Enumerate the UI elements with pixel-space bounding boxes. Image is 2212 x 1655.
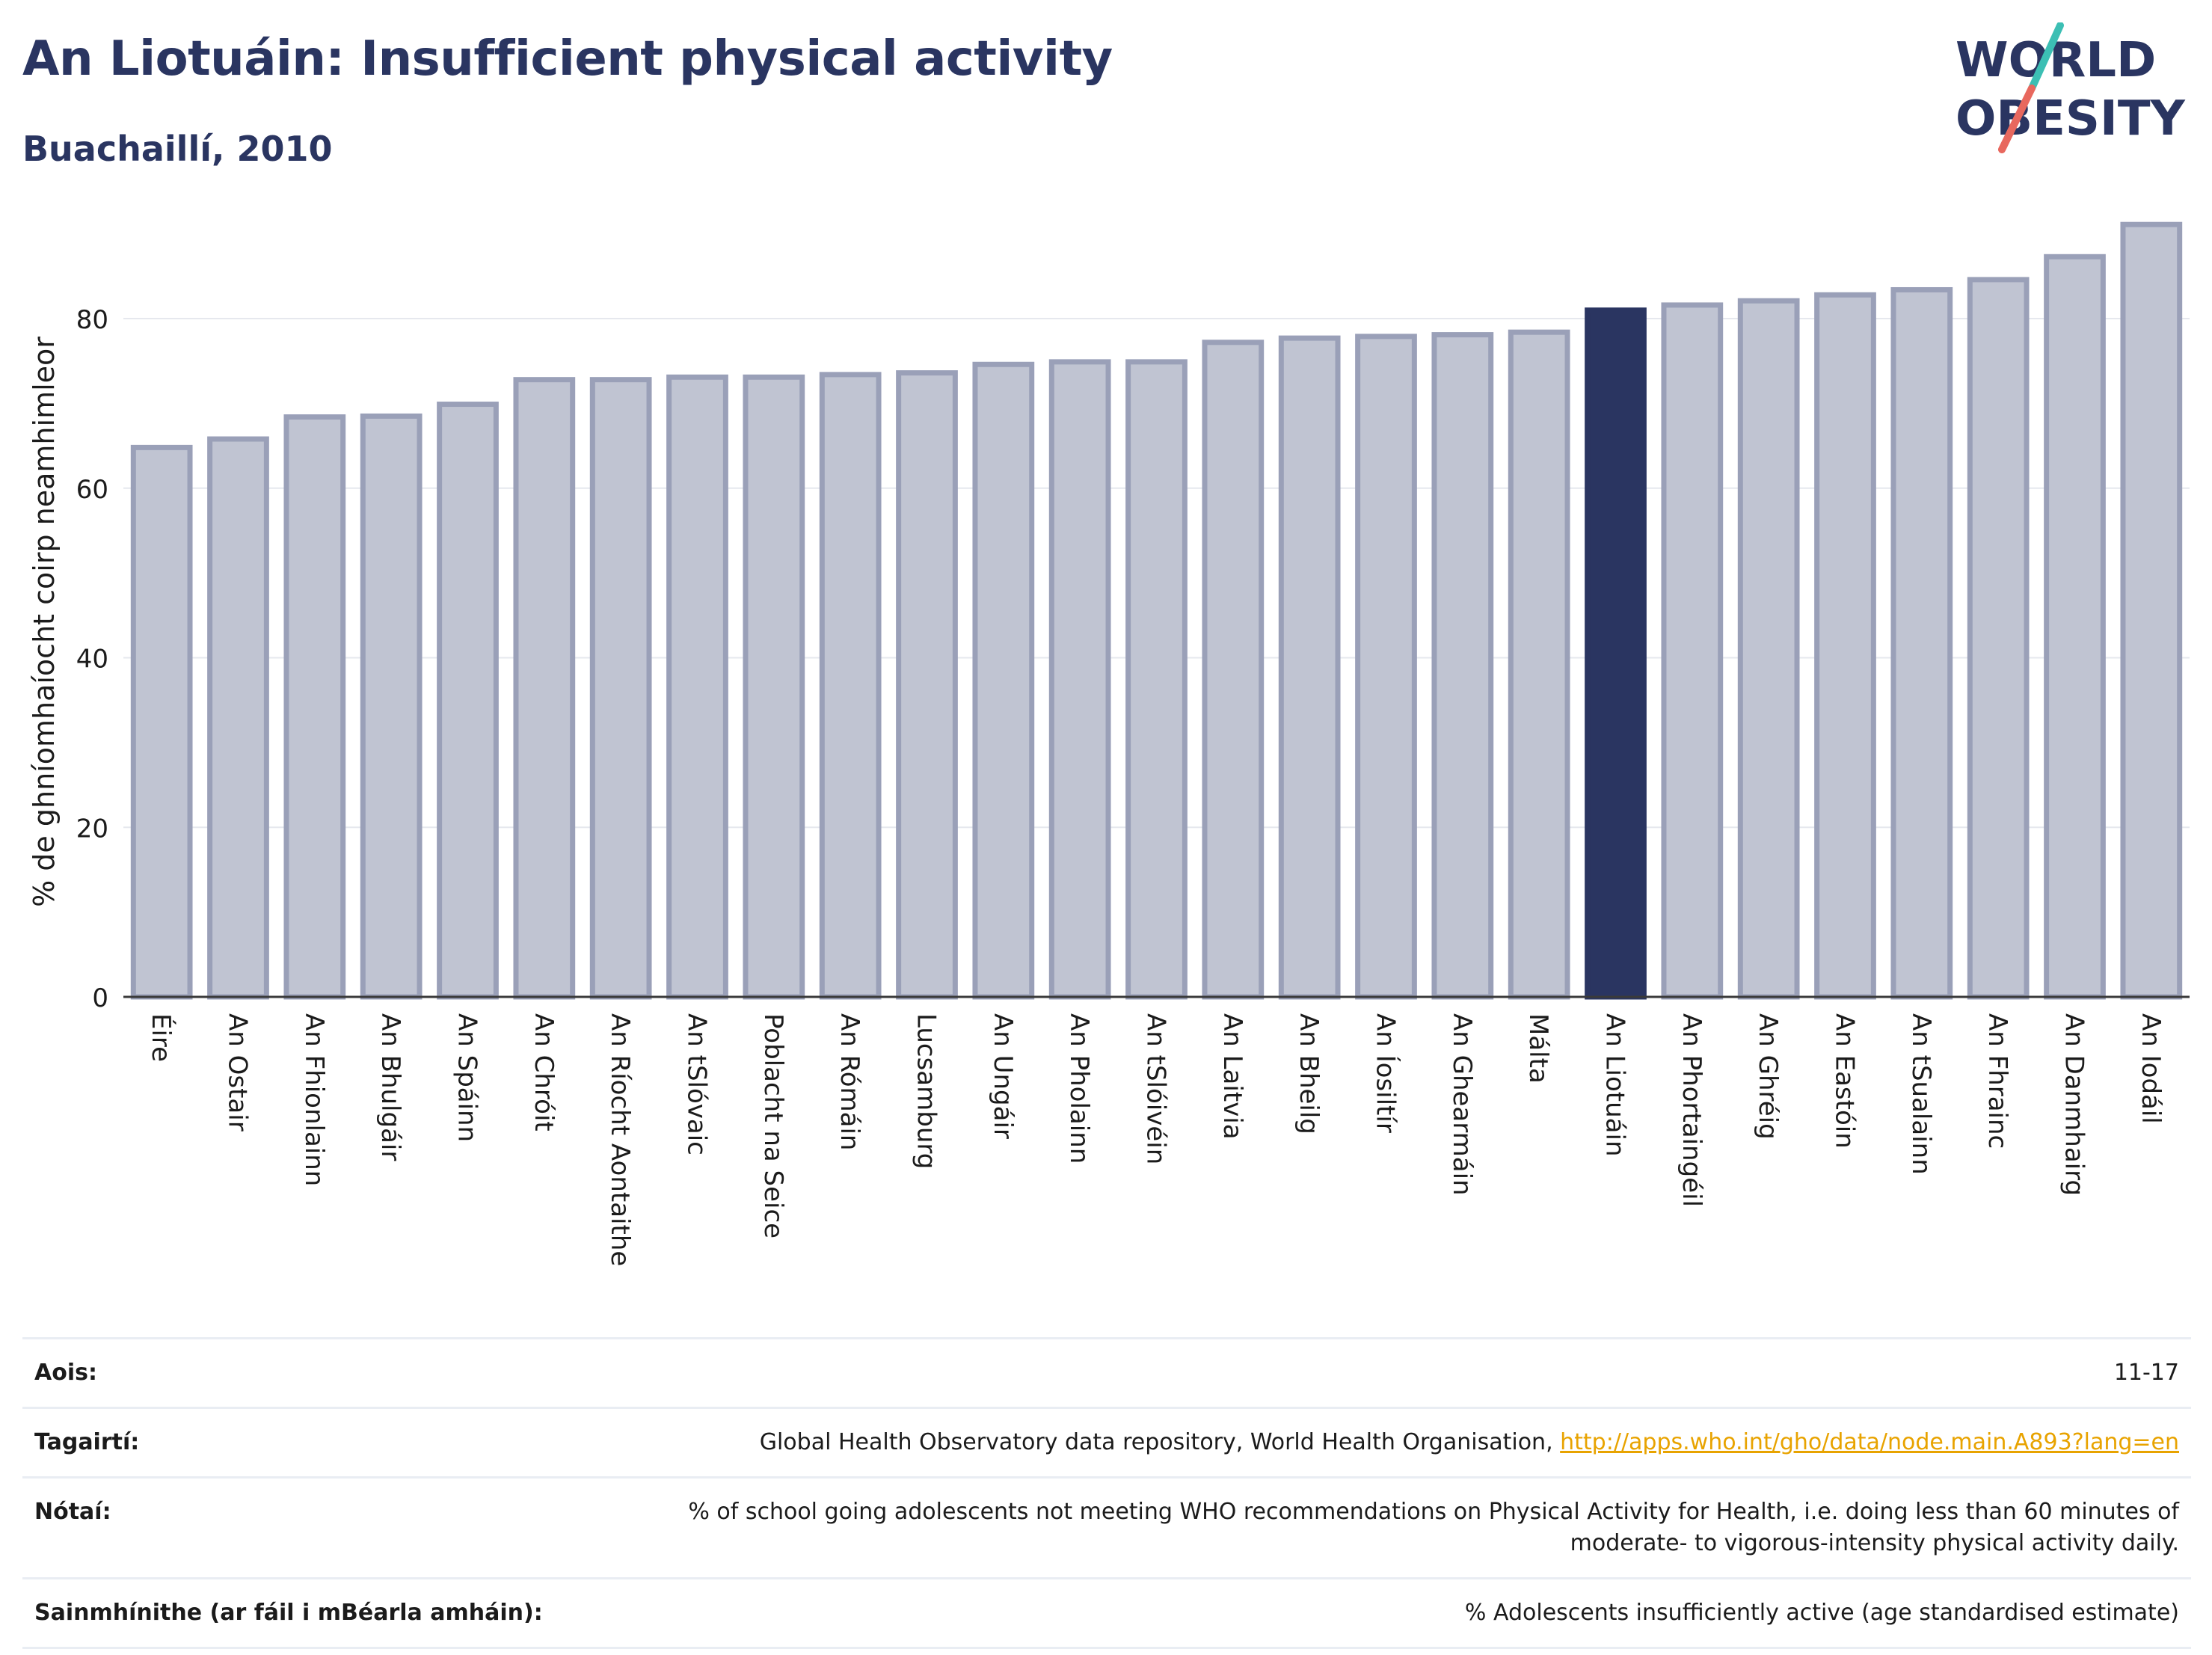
bar-3: [360, 413, 423, 1000]
x-tick-label: An Phortaingéil: [1677, 1013, 1706, 1207]
notes-label: Nótaí:: [34, 1499, 111, 1525]
references-text: Global Health Observatory data repositor…: [759, 1429, 1561, 1455]
logo-red-stroke: [1998, 85, 2036, 153]
y-tick-label: 60: [76, 475, 108, 505]
x-tick-label: An Chróit: [529, 1013, 559, 1132]
references-label: Tagairtí:: [34, 1429, 140, 1455]
bar-12: [1048, 359, 1111, 1000]
x-tick-label: An Iodáil: [2136, 1013, 2166, 1124]
bar-21: [1737, 298, 1800, 1000]
bar-chart: 0 20 40 60 80 Éire An Ostair An Fhionlainn An B…: [28, 221, 2190, 1266]
x-tick-label: An Eastóin: [1830, 1013, 1860, 1149]
x-tick-label: Lucsamburg: [912, 1013, 941, 1169]
x-tick-label: An Liotuáin: [1600, 1013, 1630, 1157]
x-tick-label: An Rómáin: [835, 1013, 864, 1150]
bar-5: [513, 377, 576, 1000]
info-row-definitions: Sainmhínithe (ar fáil i mBéarla amháin):…: [22, 1578, 2191, 1648]
definitions-value: % Adolescents insufficiently active (age…: [1464, 1600, 2179, 1626]
y-tick-label: 20: [76, 814, 108, 844]
bar-4: [437, 402, 499, 1000]
info-table: Aois: 11-17 Tagairtí: Global Health Obse…: [22, 1337, 2191, 1649]
bar-2: [283, 414, 346, 1000]
x-tick-label: An Ostair: [223, 1013, 253, 1132]
bar-6: [589, 377, 652, 1000]
y-axis-label: % de ghníomhaíocht coirp neamhimleor: [28, 337, 61, 907]
x-tick-label: Poblacht na Seice: [758, 1013, 788, 1238]
bar-15: [1278, 335, 1341, 1000]
x-tick-label: Éire: [146, 1013, 176, 1062]
y-tick-label: 80: [76, 305, 108, 335]
x-tick-label: An Spáinn: [452, 1013, 482, 1142]
bar-9: [819, 372, 882, 1000]
bar-10: [896, 370, 958, 1000]
bars: [130, 221, 2183, 1000]
bar-20: [1661, 302, 1724, 1000]
x-tick-label: An Ghearmáin: [1447, 1013, 1477, 1196]
world-obesity-logo: WORLD OBESITY: [1956, 22, 2185, 153]
info-row-age: Aois: 11-17: [22, 1338, 2191, 1408]
x-tick-label: An Pholainn: [1064, 1013, 1094, 1164]
info-row-references: Tagairtí: Global Health Observatory data…: [22, 1407, 2191, 1478]
bar-14: [1202, 340, 1265, 1000]
notes-value: % of school going adolescents not meetin…: [688, 1499, 2179, 1556]
x-tick-label: An Ghréig: [1753, 1013, 1783, 1140]
x-tick-label: An Íosiltír: [1371, 1013, 1401, 1133]
y-tick-labels: 0 20 40 60 80: [76, 305, 108, 1013]
x-tick-label: An Fhrainc: [1982, 1013, 2012, 1149]
bar-0: [130, 444, 193, 1000]
x-tick-label: An Bheilg: [1294, 1013, 1324, 1134]
bar-23: [1890, 286, 1953, 1000]
bar-1: [207, 436, 269, 1000]
x-tick-label: An Bhulgáir: [375, 1013, 405, 1161]
references-value: Global Health Observatory data repositor…: [555, 1408, 2191, 1478]
bar-24: [1967, 277, 2030, 1000]
bar-8: [743, 374, 805, 1000]
bar-13: [1125, 359, 1188, 1000]
x-tick-label: Málta: [1523, 1013, 1553, 1084]
bar-16: [1355, 334, 1417, 1000]
definitions-label: Sainmhínithe (ar fáil i mBéarla amháin):: [34, 1600, 543, 1626]
references-link[interactable]: http://apps.who.int/gho/data/node.main.A…: [1560, 1429, 2179, 1455]
bar-11: [972, 361, 1035, 1000]
age-label: Aois:: [34, 1360, 97, 1386]
x-tick-label: An tSlóivéin: [1141, 1013, 1171, 1164]
bar-18: [1508, 329, 1570, 1000]
bar-7: [666, 374, 728, 1000]
x-tick-label: An tSualainn: [1906, 1013, 1936, 1175]
y-tick-label: 40: [76, 645, 108, 675]
bar-26: [2120, 221, 2183, 1000]
bar-22: [1814, 292, 1876, 1000]
x-tick-labels: Éire An Ostair An Fhionlainn An Bhulgáir An …: [146, 1013, 2166, 1266]
chart-subtitle: Buachaillí, 2010: [22, 129, 333, 169]
bar-19: [1585, 307, 1647, 1000]
x-tick-label: An Ríocht Aontaithe: [605, 1013, 635, 1266]
x-tick-label: An Fhionlainn: [299, 1013, 329, 1186]
x-tick-label: An tSlóvaic: [682, 1013, 712, 1155]
logo-line2: OBESITY: [1956, 91, 2185, 147]
x-tick-label: An Ungáir: [988, 1013, 1018, 1139]
bar-17: [1431, 332, 1494, 1000]
x-tick-label: An Laitvia: [1217, 1013, 1247, 1140]
logo-teal-stroke: [2028, 22, 2064, 92]
age-value: 11-17: [2113, 1360, 2179, 1386]
info-row-notes: Nótaí: % of school going adolescents not…: [22, 1477, 2191, 1579]
chart-title: An Liotuáin: Insufficient physical activ…: [22, 31, 1113, 87]
y-tick-label: 0: [92, 983, 108, 1013]
x-tick-label: An Danmhairg: [2059, 1013, 2089, 1196]
bar-25: [2044, 254, 2106, 1000]
